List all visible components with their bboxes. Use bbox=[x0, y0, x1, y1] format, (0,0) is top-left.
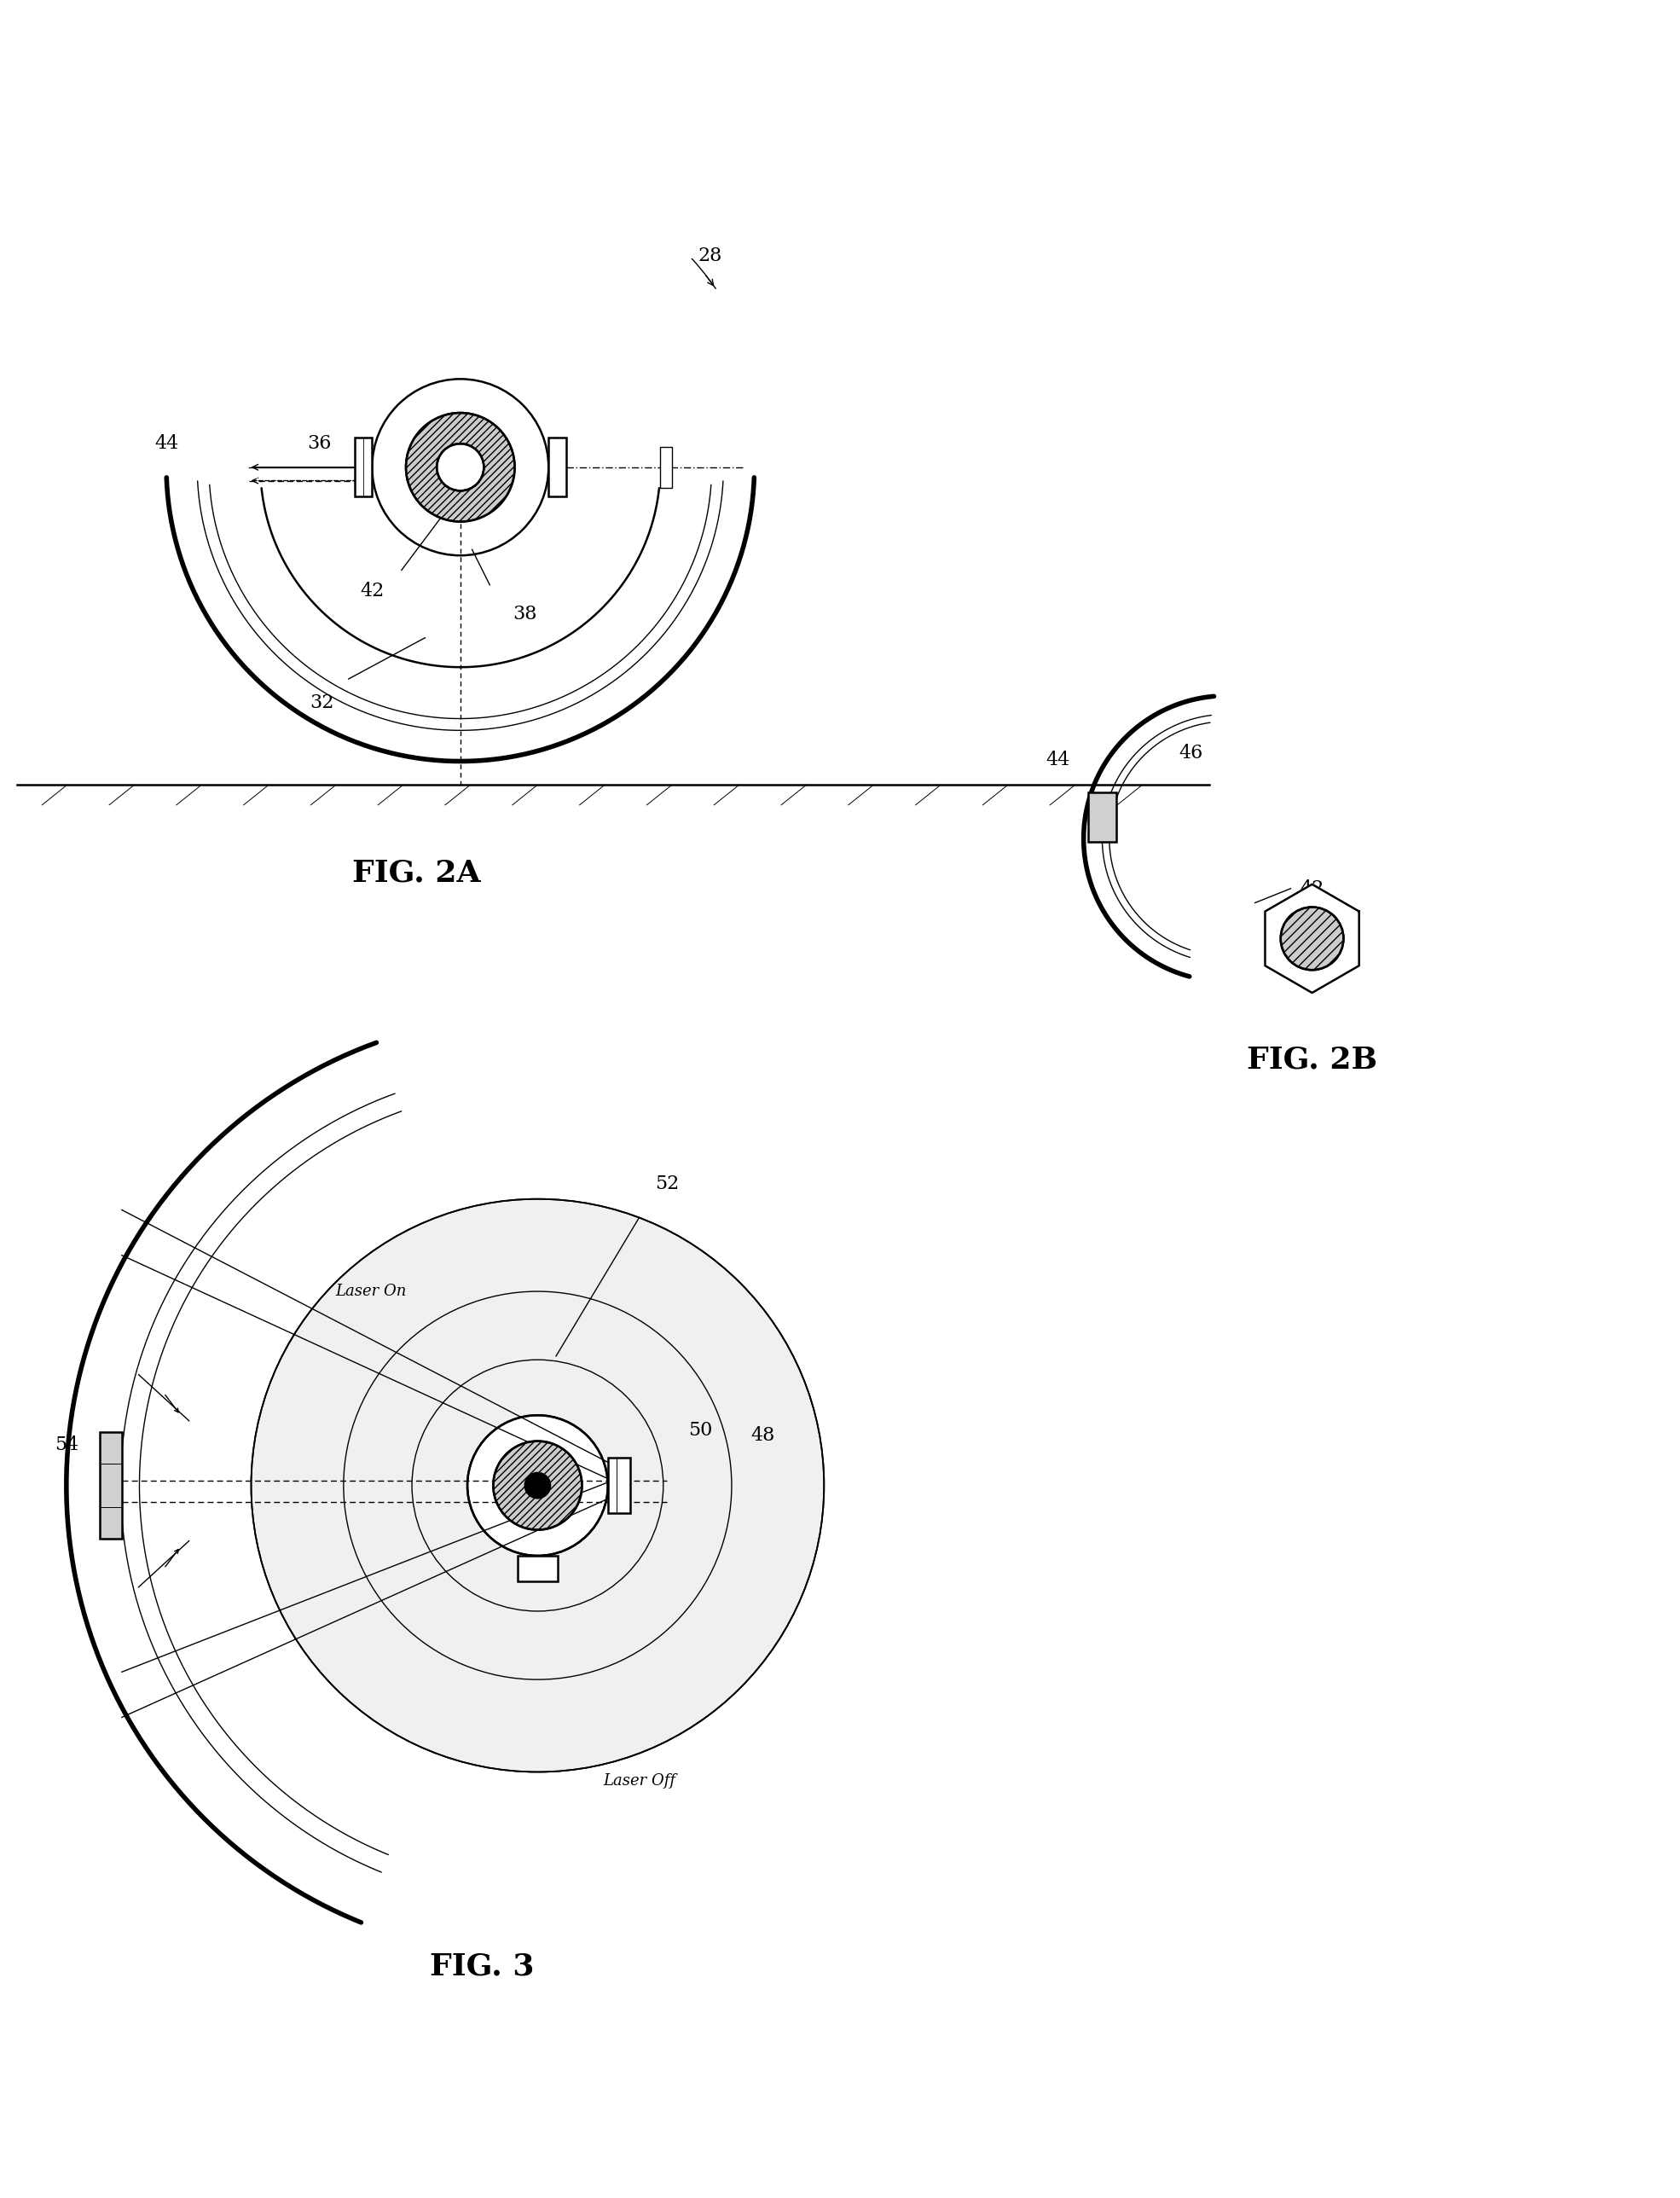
Circle shape bbox=[437, 444, 484, 490]
Text: 54: 54 bbox=[54, 1435, 79, 1455]
Text: 32: 32 bbox=[311, 692, 334, 712]
Bar bbox=[99, 1431, 123, 1539]
Bar bbox=[1089, 791, 1117, 842]
Text: 38: 38 bbox=[512, 604, 538, 624]
Bar bbox=[354, 437, 373, 497]
Circle shape bbox=[524, 1473, 551, 1499]
Circle shape bbox=[1280, 908, 1344, 969]
Bar bbox=[608, 1457, 630, 1512]
Text: 28: 28 bbox=[699, 246, 722, 266]
Polygon shape bbox=[1265, 884, 1359, 993]
Circle shape bbox=[250, 1198, 825, 1772]
Text: 36: 36 bbox=[307, 435, 331, 453]
Text: FIG. 2B: FIG. 2B bbox=[1247, 1046, 1378, 1075]
Text: Laser On: Laser On bbox=[336, 1284, 407, 1299]
Text: FIG. 3: FIG. 3 bbox=[430, 1952, 534, 1980]
Text: 44: 44 bbox=[1047, 752, 1070, 769]
Text: FIG. 2A: FIG. 2A bbox=[353, 859, 480, 888]
Text: 42: 42 bbox=[1300, 879, 1324, 899]
Circle shape bbox=[407, 413, 514, 521]
Circle shape bbox=[494, 1442, 581, 1530]
Text: 44: 44 bbox=[155, 435, 178, 453]
Circle shape bbox=[467, 1416, 608, 1556]
Text: Laser Off: Laser Off bbox=[603, 1774, 675, 1789]
Text: 48: 48 bbox=[751, 1427, 774, 1444]
Text: 52: 52 bbox=[655, 1174, 679, 1194]
Bar bbox=[517, 1556, 558, 1583]
Bar bbox=[660, 446, 672, 488]
Text: 42: 42 bbox=[360, 580, 385, 600]
Text: 46: 46 bbox=[1179, 743, 1203, 763]
Text: 50: 50 bbox=[689, 1420, 712, 1440]
Bar bbox=[548, 437, 566, 497]
